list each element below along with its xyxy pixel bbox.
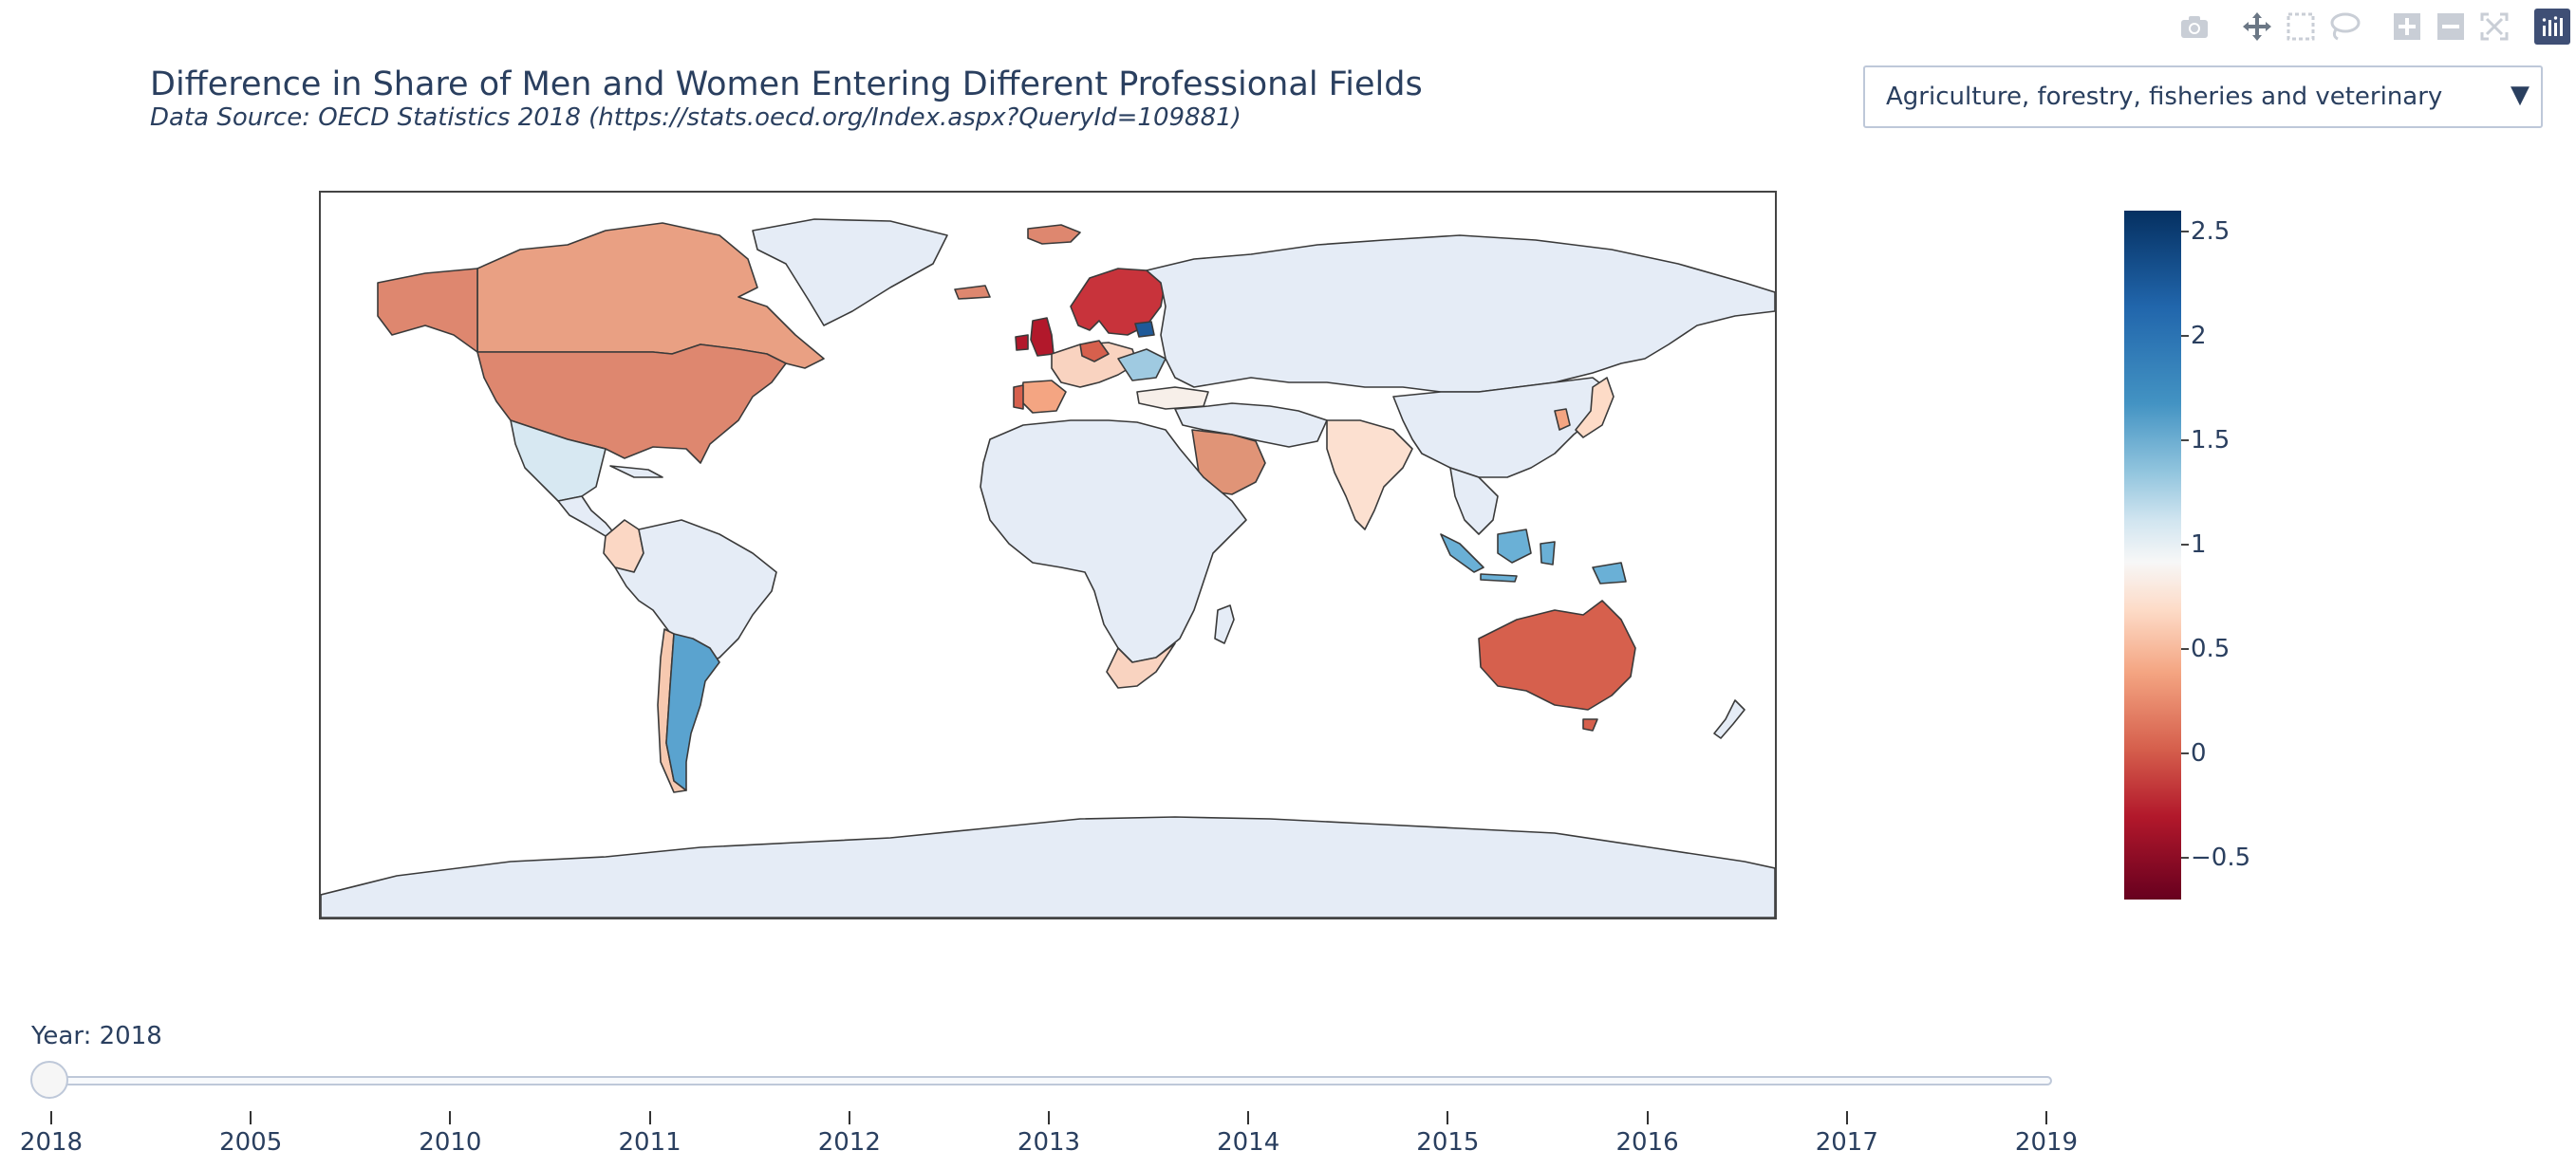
colorbar-tick-label: −0.5 [2191,844,2251,872]
plotly-logo[interactable] [2534,9,2570,45]
colorbar [2124,211,2181,900]
country-china [1392,377,1613,478]
zoom-in-icon[interactable] [2388,8,2426,46]
slider-step-tick [848,1111,850,1124]
colorbar-tick-mark [2181,439,2189,441]
colorbar-tick-label: 2 [2191,322,2207,350]
country-south-africa [1106,642,1176,689]
lasso-icon[interactable] [2325,8,2363,46]
country-ireland [1015,334,1029,351]
colorbar-tick-mark [2181,544,2189,546]
slider-step-2013[interactable]: 2013 [1017,1128,1081,1157]
zoom-out-icon[interactable] [2432,8,2470,46]
country-baltics [1134,321,1155,338]
country-portugal [1013,384,1024,410]
dropdown-selected-label: Agriculture, forestry, fisheries and vet… [1886,83,2443,111]
country-antarctica [321,816,1775,918]
slider-step-2005[interactable]: 2005 [219,1128,283,1157]
colorbar-tick-label: 2.5 [2191,217,2231,246]
country-germany [1079,340,1110,362]
colorbar-tick-mark [2181,752,2189,754]
pan-icon[interactable] [2238,8,2276,46]
slider-step-tick [1646,1111,1649,1124]
slider-step-2011[interactable]: 2011 [618,1128,681,1157]
chart-title: Difference in Share of Men and Women Ent… [150,65,1423,103]
reset-axes-icon[interactable] [2475,8,2513,46]
country-greenland [752,218,948,326]
slider-step-2010[interactable]: 2010 [419,1128,482,1157]
country-africa [980,419,1247,663]
slider-step-tick [50,1111,52,1124]
country-indonesia-east [1540,541,1556,566]
slider-step-2014[interactable]: 2014 [1217,1128,1280,1157]
colorbar-tick-label: 0 [2191,739,2207,768]
country-turkey [1136,386,1209,410]
colorbar-tick-label: 1.5 [2191,426,2231,455]
field-dropdown[interactable]: Agriculture, forestry, fisheries and vet… [1863,65,2543,128]
slider-step-tick [1845,1111,1848,1124]
map-svg [321,218,1775,918]
country-indonesia-borneo [1497,529,1532,564]
country-central-america [557,495,616,537]
box-select-icon[interactable] [2282,8,2320,46]
slider-step-tick [250,1111,252,1124]
colorbar-tick-mark [2181,857,2189,859]
slider-step-tick [1447,1111,1449,1124]
colorbar-tick-label: 1 [2191,530,2207,559]
slider-step-tick [449,1111,452,1124]
colorbar-tick-mark [2181,648,2189,650]
modebar [2175,8,2570,46]
year-slider-rail[interactable] [32,1076,2052,1086]
country-mexico [510,419,607,502]
slider-step-2012[interactable]: 2012 [817,1128,881,1157]
camera-icon[interactable] [2175,8,2213,46]
country-russia [1146,234,1775,393]
country-usa-alaska [377,268,478,353]
slider-step-2015[interactable]: 2015 [1416,1128,1480,1157]
slider-step-2018[interactable]: 2018 [19,1128,84,1157]
world-map[interactable] [319,191,1777,919]
chart-subtitle: Data Source: OECD Statistics 2018 (https… [150,103,1241,132]
country-india [1326,419,1413,530]
colorbar-tick-mark [2181,231,2189,232]
country-new-guinea [1592,562,1627,584]
country-eastern-europe [1117,348,1167,381]
country-southeast-asia [1449,467,1499,535]
country-indonesia-java [1480,573,1518,583]
country-spain [1020,380,1067,414]
country-argentina [665,633,720,791]
country-middle-east [1174,402,1328,448]
slider-step-tick [648,1111,651,1124]
country-iceland [1027,224,1081,245]
dropdown-arrow-icon: ▼ [2511,81,2529,109]
country-korea [1554,408,1571,431]
slider-step-tick [1247,1111,1250,1124]
country-new-zealand [1713,699,1745,739]
country-tasmania [1582,718,1598,732]
year-slider-handle[interactable] [30,1061,68,1099]
colorbar-tick-mark [2181,335,2189,337]
country-cuba [609,465,663,478]
slider-current-year-label: Year: 2018 [31,1022,162,1050]
country-japan [1575,377,1615,438]
slider-step-2016[interactable]: 2016 [1615,1128,1679,1157]
slider-step-tick [1048,1111,1050,1124]
country-australia [1478,600,1636,711]
colorbar-tick-label: 0.5 [2191,635,2231,663]
country-madagascar [1214,604,1235,644]
slider-step-2019[interactable]: 2019 [2014,1128,2079,1157]
country-svalbard [954,285,991,300]
slider-step-tick [2045,1111,2047,1124]
country-uk [1030,317,1055,357]
country-indonesia-sumatra [1440,533,1484,573]
slider-step-2017[interactable]: 2017 [1815,1128,1878,1157]
